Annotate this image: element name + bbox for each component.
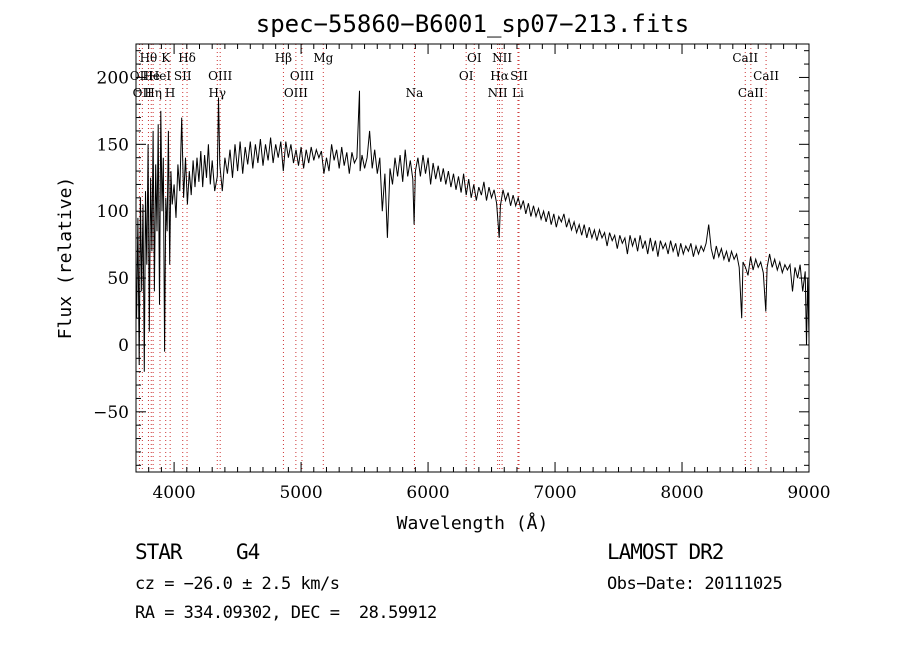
line-marker-label: Mg — [313, 51, 333, 65]
line-marker-label: CaII — [732, 51, 758, 65]
line-marker-label: Hη — [144, 86, 162, 100]
line-marker-label: OIII — [284, 86, 308, 100]
line-marker-label: OII — [133, 86, 153, 100]
x-axis-label: Wavelength (Å) — [397, 512, 549, 534]
y-tick-label: 200 — [97, 68, 129, 88]
coordinates: RA = 334.09302, DEC = 28.59912 — [135, 603, 437, 623]
object-class: STAR — [135, 540, 183, 564]
line-marker-label: Hθ — [140, 51, 158, 65]
line-marker-label: Li — [512, 86, 524, 100]
x-tick-label: 9000 — [787, 483, 830, 503]
survey-name: LAMOST DR2 — [607, 540, 724, 564]
line-marker-label: SII — [174, 69, 192, 83]
plot-frame — [135, 43, 810, 473]
y-tick-label: 50 — [107, 269, 129, 289]
line-marker-label: Hβ — [275, 51, 292, 65]
x-tick-label: 8000 — [660, 483, 703, 503]
line-marker-label: SII — [510, 69, 528, 83]
x-tick-label: 6000 — [406, 483, 449, 503]
line-marker-label: HeI — [149, 69, 172, 83]
line-marker-label: OIII — [290, 69, 314, 83]
line-marker-label: Hα — [490, 69, 509, 83]
x-tick-label: 7000 — [533, 483, 576, 503]
line-marker-label: Na — [406, 86, 424, 100]
line-marker-label: CaII — [753, 69, 779, 83]
chart-title: spec−55860−B6001_sp07−213.fits — [256, 10, 689, 38]
y-tick-label: 0 — [118, 336, 129, 356]
spectrum-line — [136, 90, 810, 372]
line-marker-label: H — [165, 86, 175, 100]
y-tick-label: 150 — [97, 135, 129, 155]
line-marker-label: He — [142, 69, 160, 83]
line-marker-label: OIII — [208, 69, 232, 83]
y-tick-label: 100 — [97, 202, 129, 222]
x-tick-label: 5000 — [279, 483, 322, 503]
line-marker-label: OI — [467, 51, 482, 65]
x-tick-label: 4000 — [152, 483, 195, 503]
redshift-velocity: cz = −26.0 ± 2.5 km/s — [135, 574, 340, 594]
line-marker-label: Hγ — [208, 86, 226, 100]
y-tick-label: −50 — [93, 403, 129, 423]
line-marker-label: OI — [459, 69, 474, 83]
line-marker-label: K — [161, 51, 171, 65]
y-axis-label: Flux (relative) — [55, 177, 76, 340]
line-marker-label: OII — [130, 69, 150, 83]
line-marker-label: NII — [492, 51, 512, 65]
observation-date: Obs−Date: 20111025 — [607, 574, 783, 594]
line-marker-label: CaII — [738, 86, 764, 100]
line-marker-label: Hδ — [178, 51, 196, 65]
object-subclass: G4 — [236, 540, 260, 564]
line-marker-label: NII — [488, 86, 508, 100]
